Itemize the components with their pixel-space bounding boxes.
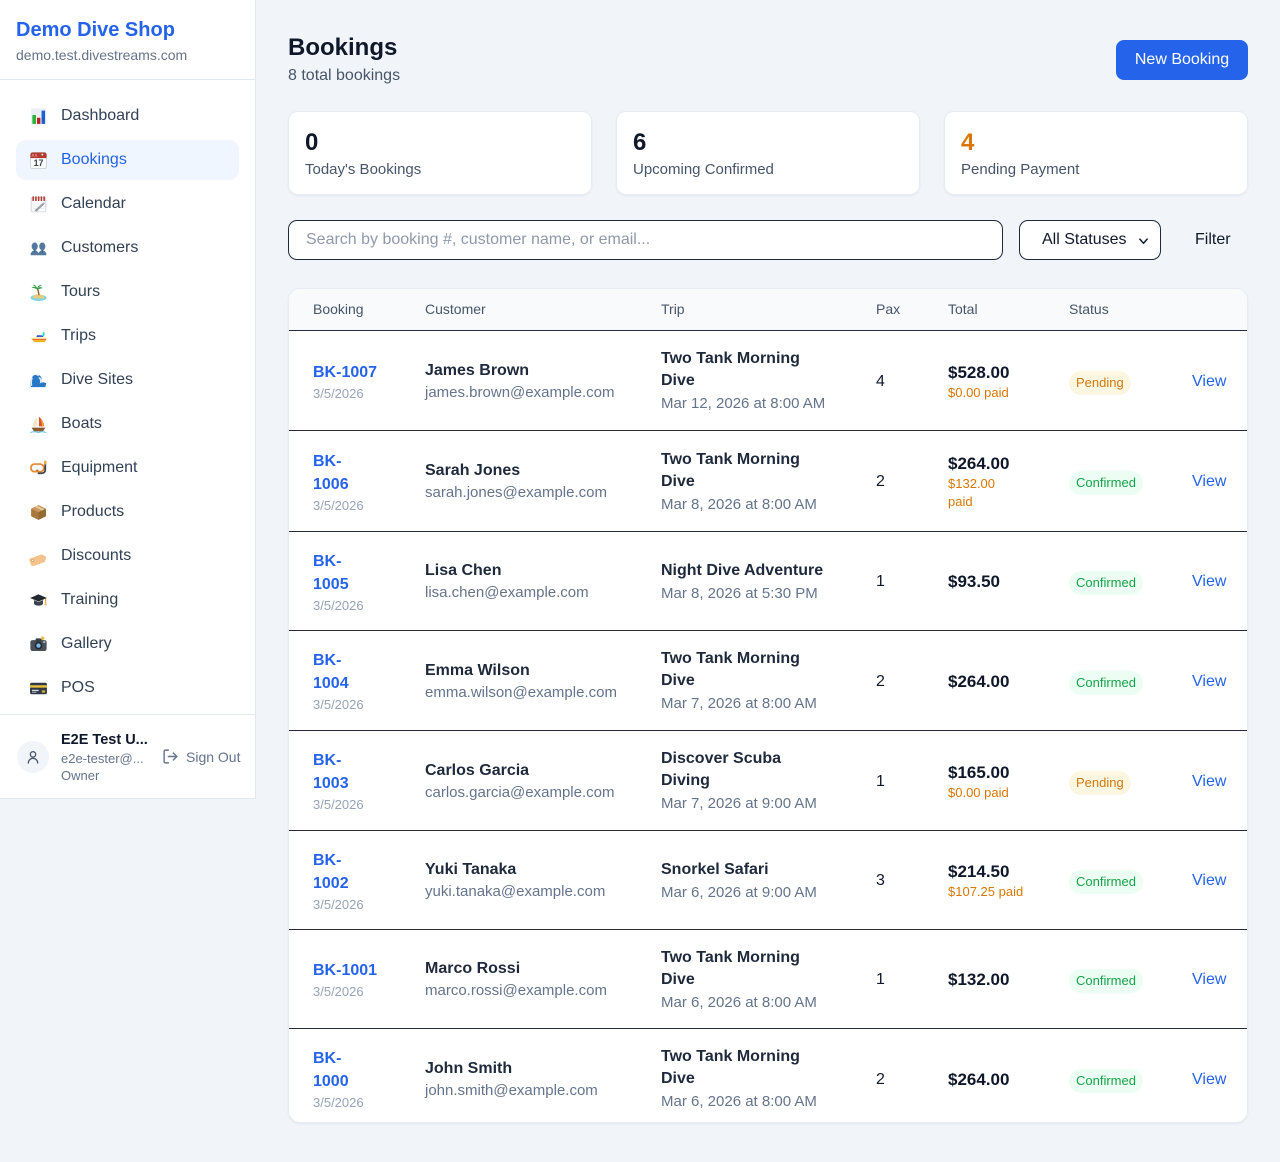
svg-text:JUL: JUL <box>32 153 38 157</box>
svg-text:17: 17 <box>34 157 44 167</box>
